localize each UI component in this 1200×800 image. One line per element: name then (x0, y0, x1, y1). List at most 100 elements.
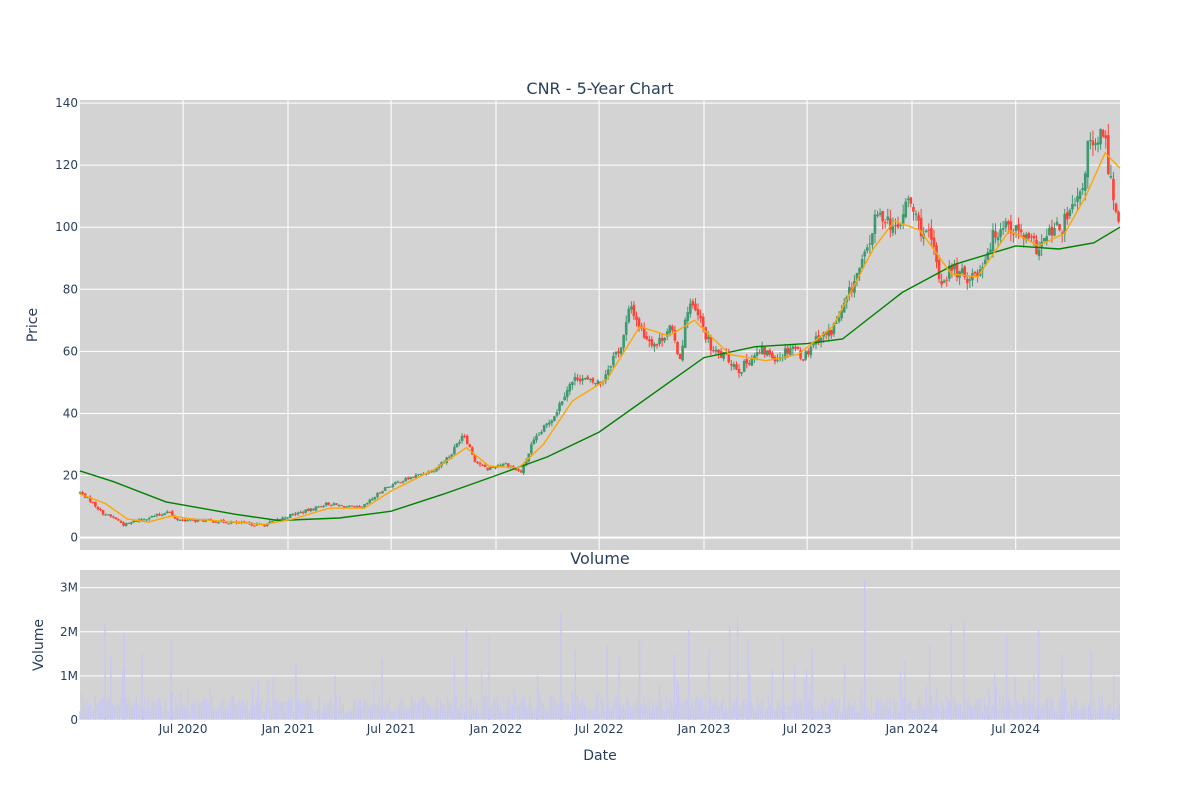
volume-bar (84, 708, 86, 720)
volume-bar (766, 707, 768, 720)
volume-bar (923, 708, 926, 720)
volume-bar (130, 705, 132, 720)
volume-bar (970, 705, 972, 720)
volume-bar (323, 702, 326, 720)
volume-bar (1079, 708, 1081, 720)
volume-bar (888, 709, 890, 720)
volume-bar (352, 700, 355, 720)
volume-bar (517, 705, 519, 720)
volume-bar (694, 699, 697, 720)
volume-bar (788, 706, 791, 720)
volume-bar (356, 709, 358, 720)
candle-body (853, 280, 856, 293)
x-tick-label: Jan 2021 (261, 722, 315, 736)
volume-bar (872, 711, 874, 720)
volume-bar (98, 701, 100, 720)
candle-body (478, 462, 482, 465)
volume-bar (560, 611, 562, 720)
volume-bar (1041, 702, 1044, 720)
volume-bar (346, 712, 348, 720)
volume-bar (551, 697, 553, 720)
volume-bar (448, 702, 450, 720)
volume-bar (629, 707, 632, 720)
volume-bar (397, 706, 399, 720)
candle-body (589, 379, 592, 381)
volume-bar (277, 702, 279, 720)
candle-body (1027, 232, 1031, 239)
candle-body (1050, 226, 1054, 236)
volume-bar (669, 698, 671, 720)
volume-bar (120, 697, 122, 720)
volume-bar (1086, 708, 1088, 720)
price-y-tick-label: 0 (70, 531, 78, 545)
candle-body (1096, 142, 1100, 145)
volume-bar (1012, 707, 1015, 720)
volume-bar (582, 698, 584, 720)
volume-bar (691, 696, 693, 720)
volume-bar (1011, 706, 1013, 720)
volume-bar (214, 710, 216, 720)
volume-bar (311, 709, 314, 720)
volume-bar (982, 711, 984, 720)
candle-body (876, 214, 879, 217)
volume-bar (805, 669, 808, 720)
volume-bar (180, 691, 182, 720)
candle-body (186, 520, 190, 522)
volume-bar (299, 703, 302, 720)
candle-body (463, 436, 466, 438)
candle-body (1063, 213, 1067, 235)
volume-bar (1029, 702, 1032, 720)
volume-bar (711, 705, 714, 720)
volume-bar (1050, 698, 1052, 720)
volume-bar (1090, 651, 1092, 720)
volume-bar (204, 697, 206, 720)
volume-bar (440, 700, 442, 720)
volume-bar (665, 695, 667, 720)
x-tick-label: Jul 2024 (990, 722, 1040, 736)
candle-body (668, 325, 672, 333)
volume-bar (1014, 676, 1016, 720)
volume-bar (850, 706, 852, 720)
volume-bar (286, 701, 288, 720)
volume-bar (889, 697, 891, 720)
volume-bar (163, 712, 165, 720)
candle-body (355, 506, 359, 508)
volume-bar (794, 665, 796, 720)
candle-body (632, 304, 636, 317)
volume-bar (450, 702, 452, 720)
candle-body (568, 384, 572, 392)
candle-body (1076, 196, 1079, 202)
volume-plot-background (80, 570, 1120, 720)
volume-bar (151, 701, 153, 720)
candle-body (196, 519, 200, 522)
volume-bar (525, 705, 527, 720)
volume-bar (870, 697, 873, 720)
volume-bar (918, 695, 921, 720)
volume-bar (298, 698, 300, 720)
volume-bar (1069, 712, 1071, 720)
candle-body (794, 346, 797, 349)
candle-body (1009, 221, 1013, 233)
volume-bar (1026, 701, 1028, 720)
volume-bar (464, 712, 466, 720)
volume-bar (306, 696, 308, 720)
candle-body (1042, 238, 1046, 242)
candle-body (1024, 234, 1028, 241)
volume-bar (612, 705, 614, 720)
candle-body (524, 460, 528, 466)
volume-bar (891, 712, 893, 720)
volume-bar (315, 709, 317, 720)
volume-bar (499, 704, 502, 720)
volume-bar (1065, 699, 1068, 720)
volume-bar (540, 702, 543, 720)
candle-body (465, 435, 469, 444)
volume-bar (82, 699, 85, 720)
volume-bar (1021, 703, 1023, 720)
volume-bar (358, 700, 360, 720)
candle-body (763, 347, 766, 355)
volume-bar (135, 696, 138, 720)
volume-bar (195, 711, 197, 720)
candle-body (435, 467, 438, 472)
volume-bar (867, 705, 869, 720)
candle-body (817, 335, 820, 344)
